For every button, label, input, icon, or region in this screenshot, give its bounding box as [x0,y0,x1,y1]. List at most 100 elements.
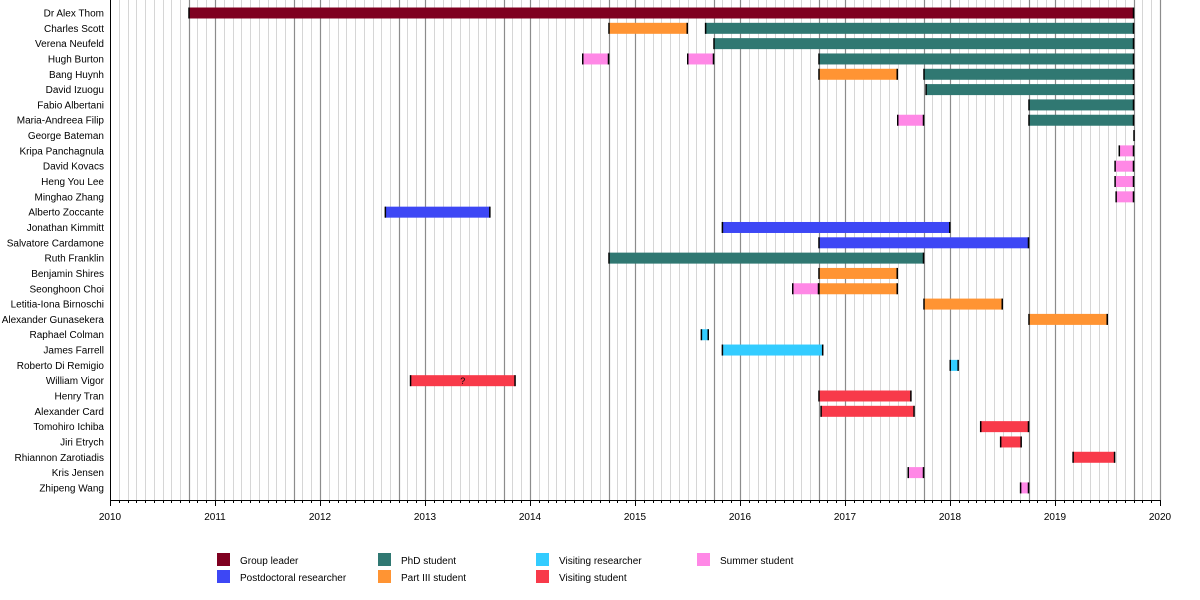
person-label: Minghao Zhang [35,192,105,203]
bar-phd [608,252,924,264]
bar-start-marker [897,114,899,126]
bar-end-marker [1132,176,1135,188]
legend-swatch-group-leader [217,553,230,566]
bar-end-marker [896,267,898,279]
bar-start-marker [949,359,951,371]
bar-start-marker [1114,160,1116,172]
person-label: Hugh Burton [48,54,104,65]
bar-end-marker [1132,38,1135,50]
bar-phd [925,84,1134,96]
bar-start-marker [818,267,820,279]
legend: Group leader Postdoctoral researcher PhD s… [217,553,794,584]
bar-end-marker [712,53,715,65]
bar-end-marker [1132,145,1135,157]
bar-end-marker [1132,84,1135,96]
bar-summer [1020,482,1029,494]
legend-label-postdoc: Postdoctoral researcher [240,573,347,584]
bar-end-marker [1132,53,1135,65]
bar-start-marker [1118,145,1121,157]
bar-summer [582,53,609,65]
person-labels: Dr Alex Thom Charles Scott Verena Neufeld H… [2,9,105,495]
legend-swatch-summer [697,553,710,566]
bar-end-marker [896,283,898,295]
bar-visiting-student [818,390,912,402]
bar-annotation: ? [460,376,465,386]
bar-part3 [923,298,1003,310]
legend-swatch-postdoc [217,570,230,583]
bar-end-marker [707,329,709,341]
bar-summer [1114,160,1134,172]
bar-visiting-researcher [950,359,959,371]
bar-end-marker [922,467,925,479]
bar-end-marker [1132,160,1135,172]
person-label: Alexander Gunasekera [2,315,105,326]
bar-end-marker [1132,7,1135,19]
person-label: Alexander Card [35,407,104,418]
person-label: Kripa Panchagnula [19,146,104,157]
bar-start-marker [1072,451,1074,463]
person-label: Dr Alex Thom [44,9,104,20]
bar-start-marker [979,421,982,433]
bar-start-marker [1115,191,1117,203]
bar-phd [818,53,1134,65]
bar-summer [1114,176,1134,188]
bar-start-marker [818,68,820,80]
person-label: Maria-Andreea Filip [17,116,105,127]
bar-visiting-student [820,405,915,417]
person-label: Zhipeng Wang [39,483,104,494]
legend-label-summer: Summer student [720,556,794,567]
person-label: Jonathan Kimmitt [27,223,104,234]
bar-start-marker [999,436,1002,448]
bar-end-marker [922,252,925,264]
bar-start-marker [713,38,715,50]
person-label: David Kovacs [43,162,104,173]
person-label: Benjamin Shires [31,269,104,280]
x-tick-label: 2016 [729,512,752,523]
bar-end-marker [1027,237,1030,249]
bar-start-marker [687,53,689,65]
bar-end-marker [686,22,688,34]
bar-start-marker [820,405,822,417]
bar-visiting-student [980,421,1029,433]
bar-group-leader [188,7,1134,19]
person-label: Jiri Etrych [60,437,104,448]
bars: ? [188,7,1135,494]
bar-start-marker [1114,176,1116,188]
bar-phd [713,38,1134,50]
x-tick-label: 2015 [624,512,647,523]
bar-end-marker [922,114,925,126]
bar-phd [923,68,1134,80]
bar-visiting-student [1000,436,1022,448]
bar-start-marker [818,53,820,65]
bar-start-marker [907,467,909,479]
person-label: Salvatore Cardamone [7,238,105,249]
bar-end-marker [1020,436,1022,448]
person-label: William Vigor [46,376,105,387]
bar-visiting-student [410,375,516,387]
bar-start-marker [721,344,724,356]
bar-start-marker [1028,313,1030,325]
bar-visiting-researcher [701,329,709,341]
legend-label-phd: PhD student [401,556,456,567]
legend-label-visiting-researcher: Visiting researcher [559,556,642,567]
bar-end-marker [910,390,912,402]
bar-start-marker [384,206,387,218]
person-label: Letitia-Iona Birnoschi [11,300,104,311]
x-axis: 2010 2011 2012 2013 2014 2015 2016 2017 2018 2019… [99,0,1172,523]
x-tick-label: 2019 [1044,512,1067,523]
bar-start-marker [409,375,412,387]
person-label: Rhiannon Zarotiadis [15,453,105,464]
person-label: Seonghoon Choi [29,284,104,295]
bar-start-marker [608,252,610,264]
legend-label-group-leader: Group leader [240,556,299,567]
person-label: Charles Scott [44,24,104,35]
grid [119,0,1162,500]
legend-swatch-part3 [378,570,391,583]
x-tick-label: 2013 [414,512,437,523]
person-label: David Izuogu [46,85,104,96]
bar-end-marker [1132,191,1135,203]
person-label: George Bateman [28,131,104,142]
bar-summer [897,114,924,126]
bar-start-marker [818,283,820,295]
